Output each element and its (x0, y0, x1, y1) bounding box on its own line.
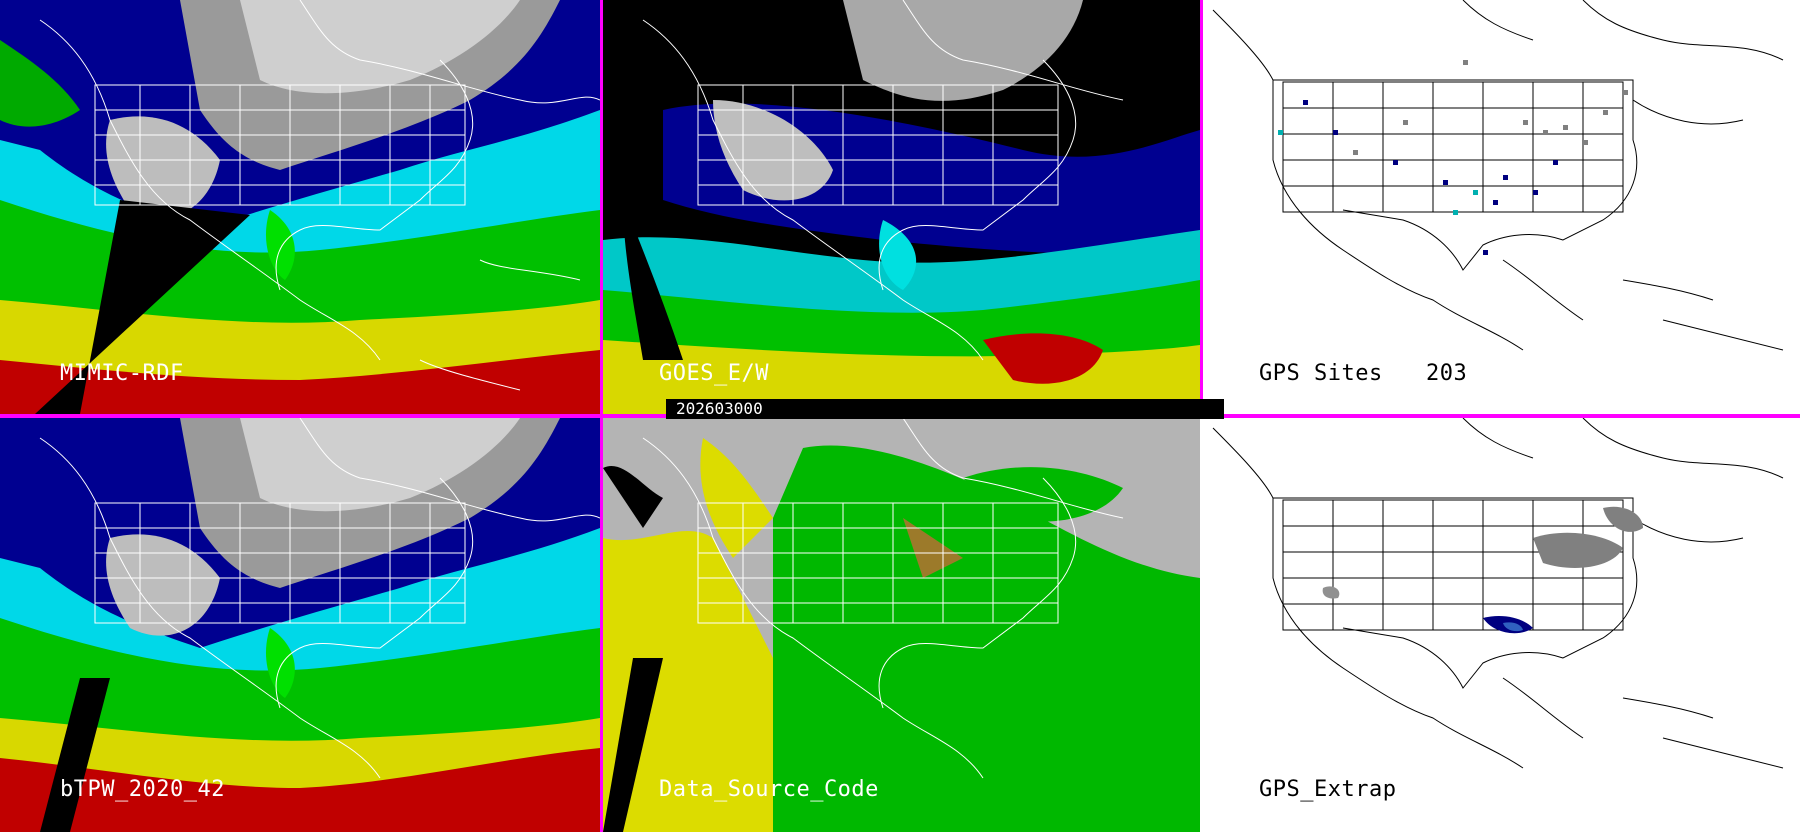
vertical-divider-right (1200, 0, 1203, 418)
panel-data-source-code: Data_Source_Code (603, 418, 1200, 832)
btpw-map (0, 418, 600, 832)
gps-sites-map (1212, 0, 1784, 351)
goes-ew-map (603, 0, 1200, 414)
mimic-rdf-map (0, 0, 600, 414)
panel-mimic-rdf: MIMIC-RDF (0, 0, 600, 414)
panel-label: GOES_E/W (659, 361, 769, 386)
timestamp-bar: 202603000 (666, 399, 1224, 419)
panel-goes-ew: GOES_E/W (603, 0, 1200, 414)
timestamp-text: 202603000 (676, 399, 763, 418)
panel-label: GPS Sites (1259, 361, 1383, 386)
gps-site-count: 203 (1426, 361, 1468, 386)
panel-label: bTPW_2020_42 (60, 777, 225, 802)
panel-gps-sites: GPS Sites 203 (1203, 0, 1800, 414)
panel-btpw: bTPW_2020_42 (0, 418, 600, 832)
panel-label: MIMIC-RDF (60, 361, 184, 386)
panel-gps-extrap: GPS_Extrap (1203, 418, 1800, 832)
data-source-code-map (603, 418, 1200, 832)
panel-label: Data_Source_Code (659, 777, 879, 802)
gps-extrap-map (1212, 418, 1784, 769)
panel-label: GPS_Extrap (1259, 777, 1397, 802)
